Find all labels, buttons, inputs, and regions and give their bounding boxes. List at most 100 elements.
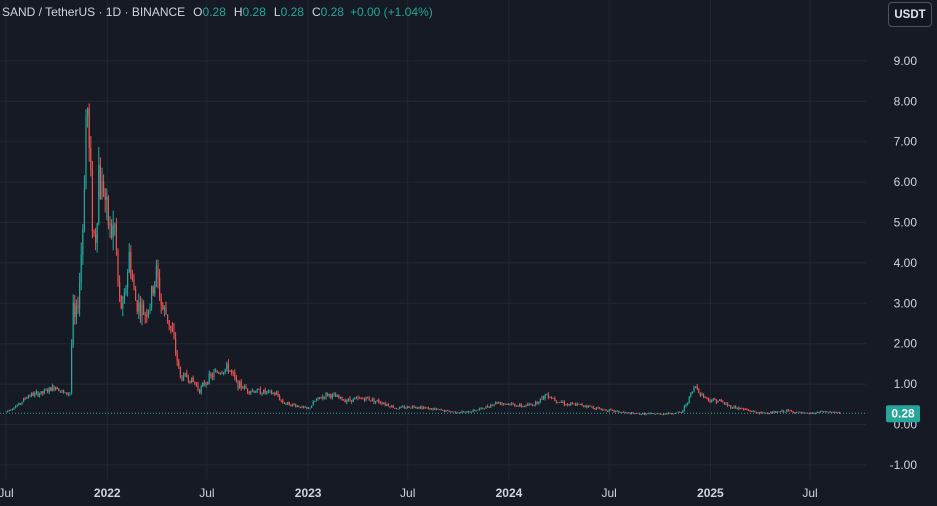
candle — [443, 409, 445, 413]
candle-body — [160, 298, 162, 306]
candle-body — [411, 406, 413, 409]
candle — [343, 398, 345, 401]
candle — [551, 396, 553, 400]
candle-body — [88, 108, 90, 148]
candle-body — [43, 390, 45, 394]
candle — [125, 285, 127, 296]
candle — [783, 410, 785, 413]
candle — [819, 410, 821, 413]
candle — [34, 391, 36, 398]
candle-body — [573, 403, 575, 405]
candle — [787, 408, 789, 412]
candle-body — [259, 389, 261, 395]
candle-body — [738, 407, 740, 410]
candle-body — [399, 407, 401, 409]
candle — [291, 403, 293, 407]
candle — [552, 397, 554, 400]
candle-body — [443, 410, 445, 412]
candle-body — [797, 411, 799, 413]
candle-body — [455, 411, 457, 413]
candle-body — [223, 372, 225, 374]
candle-body — [469, 411, 471, 413]
candle-body — [293, 403, 295, 405]
candle-body — [499, 402, 501, 405]
candle — [282, 398, 284, 404]
candle-body — [384, 403, 386, 405]
candle — [672, 413, 674, 415]
candle — [114, 222, 116, 236]
candle — [416, 406, 418, 410]
candle — [749, 409, 751, 413]
candle — [375, 400, 377, 405]
candle — [834, 411, 836, 413]
candle-body — [167, 314, 169, 321]
candle — [808, 412, 810, 415]
candle — [786, 409, 788, 413]
symbol-info[interactable]: SAND / TetherUS · 1D · BINANCE — [2, 5, 186, 19]
candle — [498, 401, 500, 404]
candle — [354, 397, 356, 400]
candle — [603, 409, 605, 411]
candle-body — [541, 396, 543, 399]
candle-body — [488, 406, 490, 408]
candle-body — [152, 286, 154, 294]
candle-body — [402, 406, 404, 408]
candle-body — [261, 393, 263, 395]
candle-body — [157, 265, 159, 278]
candle-body — [503, 403, 505, 405]
candle-body — [296, 405, 298, 407]
candle-body — [615, 410, 617, 412]
candle — [287, 401, 289, 406]
candle-body — [362, 398, 364, 400]
candle-body — [517, 405, 519, 407]
candle — [631, 411, 633, 415]
candle — [394, 407, 396, 409]
candle-body — [744, 409, 746, 410]
candle — [351, 400, 353, 404]
candle — [272, 392, 274, 395]
candle-body — [749, 410, 751, 412]
candle-body — [834, 411, 836, 413]
candle — [352, 398, 354, 402]
candle-body — [386, 404, 388, 406]
candle-body — [776, 411, 778, 413]
candle-body — [24, 398, 26, 400]
candle — [103, 174, 105, 198]
candle — [50, 387, 52, 392]
candle — [693, 385, 695, 393]
candle-body — [656, 413, 658, 415]
candle-body — [107, 196, 109, 226]
candle-body — [47, 389, 49, 392]
candle-body — [709, 400, 711, 403]
y-tick-label: 3.00 — [894, 296, 918, 310]
candle — [381, 401, 383, 406]
candle-body — [280, 399, 282, 401]
candle-body — [723, 402, 725, 405]
candle-body — [181, 376, 183, 381]
candle — [223, 371, 225, 376]
candle-body — [482, 407, 484, 409]
candle-body — [480, 407, 482, 409]
candle — [53, 385, 55, 392]
candle — [458, 412, 460, 414]
candle — [383, 402, 385, 405]
candle — [341, 396, 343, 401]
candle — [111, 219, 113, 240]
candle-body — [200, 386, 202, 393]
candle — [288, 401, 290, 406]
y-tick-label: 4.00 — [894, 256, 918, 270]
candle — [757, 411, 759, 414]
candle — [66, 392, 68, 396]
candle-body — [485, 406, 487, 409]
candle-body — [114, 224, 116, 226]
candle-body — [370, 400, 372, 402]
candle — [455, 411, 457, 414]
candle-body — [11, 409, 13, 411]
candle — [823, 411, 825, 413]
candle — [259, 386, 261, 395]
candle-body — [683, 406, 685, 411]
candle — [319, 397, 321, 400]
currency-button[interactable]: USDT — [888, 2, 932, 27]
candle — [451, 411, 453, 413]
